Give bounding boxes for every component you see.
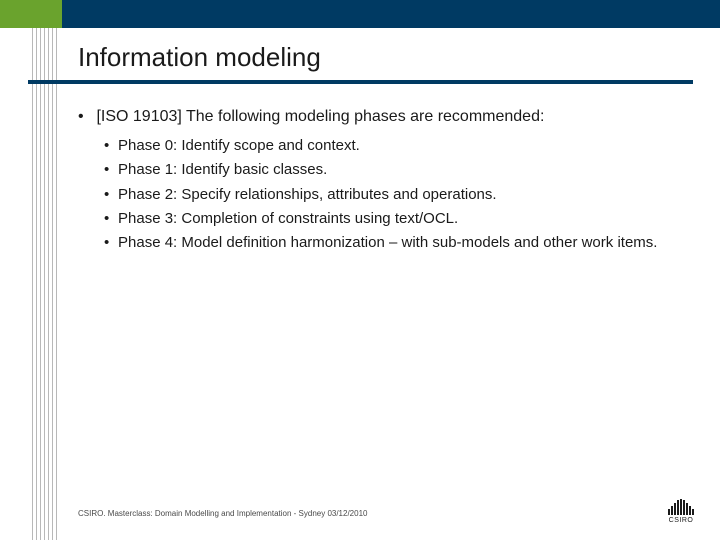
header-accent [0, 0, 62, 28]
header-bar [0, 0, 720, 28]
bullet-icon: • [104, 185, 118, 205]
bullet-icon: • [78, 108, 92, 126]
phase-item: •Phase 1: Identify basic classes. [104, 160, 678, 180]
phase-item: •Phase 3: Completion of constraints usin… [104, 209, 678, 229]
logo-bar [674, 503, 676, 515]
content-area: • [ISO 19103] The following modeling pha… [78, 108, 678, 257]
logo-bars-icon [664, 499, 698, 515]
main-bullet-text: [ISO 19103] The following modeling phase… [96, 108, 544, 125]
csiro-logo: CSIRO [664, 499, 698, 524]
bullet-icon: • [104, 136, 118, 156]
slide: Information modeling • [ISO 19103] The f… [0, 0, 720, 540]
phase-text: Phase 3: Completion of constraints using… [118, 209, 678, 229]
phase-text: Phase 4: Model definition harmonization … [118, 233, 678, 253]
logo-bar [668, 509, 670, 515]
stripe-line [56, 28, 57, 540]
stripe-line [48, 28, 49, 540]
stripe-line [44, 28, 45, 540]
footer-text: CSIRO. Masterclass: Domain Modelling and… [78, 509, 367, 518]
phase-item: •Phase 4: Model definition harmonization… [104, 233, 678, 253]
phase-item: •Phase 0: Identify scope and context. [104, 136, 678, 156]
decorative-stripes [32, 28, 62, 540]
phase-list: •Phase 0: Identify scope and context.•Ph… [104, 136, 678, 253]
stripe-line [36, 28, 37, 540]
logo-bar [689, 506, 691, 515]
logo-text: CSIRO [664, 517, 698, 524]
logo-bar [692, 509, 694, 515]
bullet-icon: • [104, 233, 118, 253]
bullet-icon: • [104, 160, 118, 180]
logo-bar [683, 500, 685, 515]
phase-text: Phase 1: Identify basic classes. [118, 160, 678, 180]
logo-bar [686, 503, 688, 515]
stripe-line [32, 28, 33, 540]
phase-item: •Phase 2: Specify relationships, attribu… [104, 185, 678, 205]
main-bullet: • [ISO 19103] The following modeling pha… [78, 108, 678, 126]
title-underline [28, 80, 693, 84]
logo-bar [680, 499, 682, 515]
phase-text: Phase 2: Specify relationships, attribut… [118, 185, 678, 205]
slide-title: Information modeling [78, 42, 321, 73]
logo-bar [677, 500, 679, 515]
stripe-line [52, 28, 53, 540]
phase-text: Phase 0: Identify scope and context. [118, 136, 678, 156]
bullet-icon: • [104, 209, 118, 229]
stripe-line [40, 28, 41, 540]
logo-bar [671, 506, 673, 515]
